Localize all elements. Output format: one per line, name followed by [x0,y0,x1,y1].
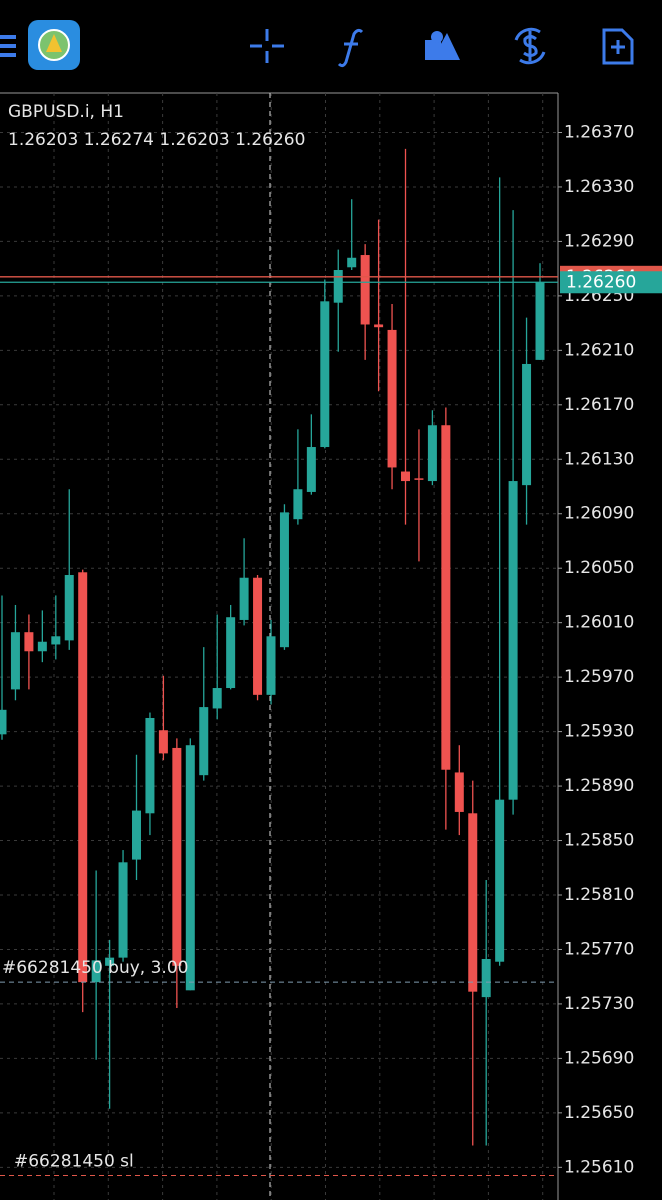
candle-body [0,709,7,735]
y-tick-label: 1.26210 [564,340,634,360]
candle-body [347,257,357,268]
candle-body [360,255,370,325]
indicators-button[interactable] [337,28,364,68]
candle-body [158,730,168,754]
y-tick-label: 1.25770 [564,939,634,959]
y-tick-label: 1.25610 [564,1157,634,1177]
y-tick-label: 1.26370 [564,122,634,142]
y-tick-label: 1.26170 [564,395,634,415]
candle-body [10,632,20,690]
candle-body [226,617,236,689]
candle-body [145,717,155,814]
chart [0,92,559,1200]
candle-body [508,481,518,800]
candle-body [468,813,478,992]
y-tick-label: 1.25650 [564,1103,634,1123]
price-tag [560,271,662,294]
candle-body [239,577,249,620]
y-tick-label: 1.26010 [564,613,634,633]
y-tick-label: 1.25690 [564,1048,634,1068]
candle-body [414,478,424,480]
candle-body [522,363,532,486]
candle-body [320,301,330,448]
candle-body [401,471,410,482]
new-order-button[interactable] [602,28,634,65]
candle-body [427,425,437,482]
candle-body [495,799,505,962]
candle-body [387,329,397,468]
candle-body [105,957,115,966]
toolbar [0,20,634,70]
chart-title: GBPUSD.i, H1 [8,102,124,122]
y-tick-label: 1.26290 [564,231,634,251]
candle-body [306,447,316,492]
y-tick-label: 1.25810 [564,885,634,905]
candle-body [266,636,276,695]
candle-body [91,960,101,983]
candle-body [78,572,88,983]
trade-button[interactable] [514,27,546,65]
order-label: #66281450 sl [14,1151,134,1171]
ohlc-readout: 1.26203 1.26274 1.26203 1.26260 [8,130,305,150]
candle-body [374,324,384,328]
app-logo[interactable] [28,20,80,70]
y-tick-label: 1.25970 [564,667,634,687]
y-tick-label: 1.26330 [564,177,634,197]
candle-body [64,575,74,641]
y-tick-label: 1.26050 [564,558,634,578]
candle-body [24,632,34,652]
y-tick-label: 1.25890 [564,776,634,796]
y-tick-label: 1.26130 [564,449,634,469]
y-tick-label: 1.25930 [564,722,634,742]
objects-button[interactable] [425,31,460,60]
price-tag-label: 1.26260 [566,272,636,292]
candle-body [535,282,545,360]
y-tick-label: 1.26090 [564,504,634,524]
candle-body [333,270,343,303]
y-tick-label: 1.25730 [564,994,634,1014]
candle-body [51,636,61,645]
candle-body [172,747,182,966]
candle-body [199,707,209,776]
candle-body [185,745,195,991]
candle-body [441,425,451,770]
candle-body [293,489,303,520]
candle-body [212,688,222,709]
candle-body [279,512,289,648]
menu-button[interactable] [0,35,16,57]
candle-body [132,810,141,860]
candle-body [481,958,491,998]
crosshair-button[interactable] [250,29,284,63]
y-tick-label: 1.25850 [564,831,634,851]
candle-body [37,641,47,652]
order-label: #66281450 buy, 3.00 [2,958,188,978]
candle-body [118,862,128,958]
candle-body [253,577,263,695]
candle-body [454,772,464,812]
